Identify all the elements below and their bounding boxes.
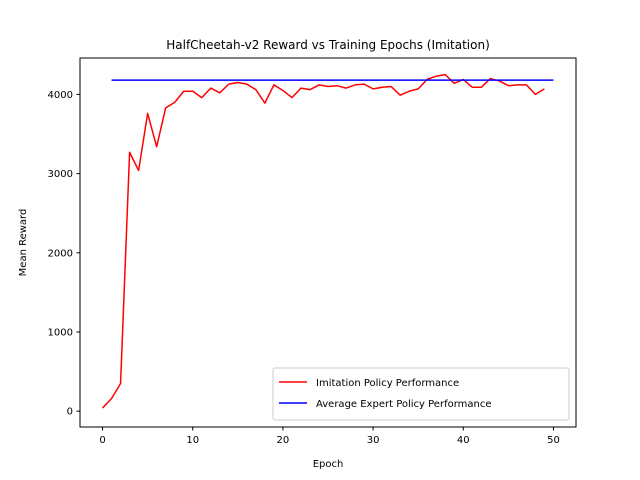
imitation-policy-line [102,73,545,409]
x-axis: 0 10 20 30 40 50 [99,427,560,446]
y-tick-label: 2000 [48,248,73,259]
x-tick-label: 10 [186,435,199,446]
legend: Imitation Policy Performance Average Expe… [272,367,570,421]
legend-label: Imitation Policy Performance [316,378,459,389]
x-axis-title: Epoch [313,459,344,470]
y-tick-label: 0 [67,407,73,418]
legend-label: Average Expert Policy Performance [316,399,492,410]
x-tick-label: 30 [367,435,380,446]
series-layer [102,73,554,409]
x-tick-label: 50 [547,435,560,446]
y-tick-label: 4000 [48,90,73,101]
y-axis: 0 1000 2000 3000 4000 [48,90,80,418]
x-tick-label: 0 [99,435,105,446]
y-axis-title: Mean Reward [18,209,29,277]
y-tick-label: 3000 [48,169,73,180]
y-tick-label: 1000 [48,327,73,338]
x-tick-label: 20 [277,435,290,446]
chart-title: HalfCheetah-v2 Reward vs Training Epochs… [166,38,490,52]
x-tick-label: 40 [457,435,470,446]
plot-frame [79,57,577,428]
legend-box [272,367,570,421]
